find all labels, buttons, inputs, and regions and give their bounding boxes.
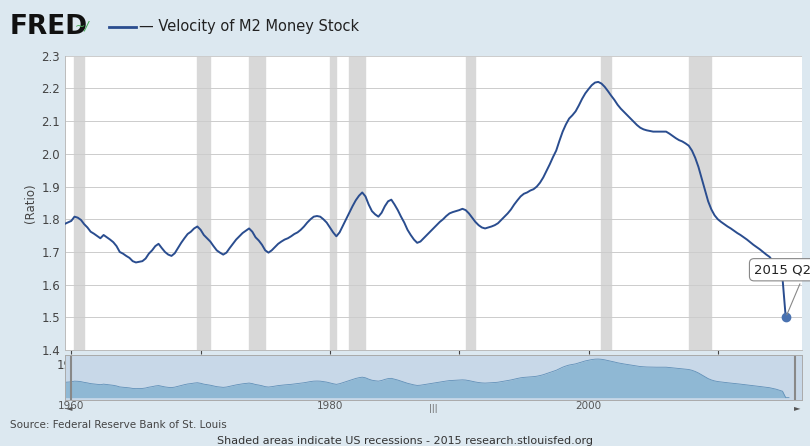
Text: ◄: ◄	[66, 404, 73, 413]
Bar	[349, 56, 365, 350]
Text: ►: ►	[794, 404, 800, 413]
Y-axis label: (Ratio): (Ratio)	[24, 183, 37, 223]
Bar	[249, 56, 265, 350]
Text: FRED: FRED	[10, 14, 87, 40]
Text: ~/: ~/	[75, 19, 89, 33]
Text: 2015 Q2: 1.500: 2015 Q2: 1.500	[754, 263, 810, 315]
Bar	[330, 56, 336, 350]
Bar	[688, 56, 711, 350]
Text: — Velocity of M2 Money Stock: — Velocity of M2 Money Stock	[139, 19, 360, 34]
Bar	[198, 56, 211, 350]
Text: Shaded areas indicate US recessions - 2015 research.stlouisfed.org: Shaded areas indicate US recessions - 20…	[217, 436, 593, 446]
Text: Source: Federal Reserve Bank of St. Louis: Source: Federal Reserve Bank of St. Loui…	[10, 421, 227, 430]
Bar	[602, 56, 612, 350]
Bar	[75, 56, 84, 350]
Bar	[466, 56, 475, 350]
Text: |||: |||	[429, 404, 437, 413]
